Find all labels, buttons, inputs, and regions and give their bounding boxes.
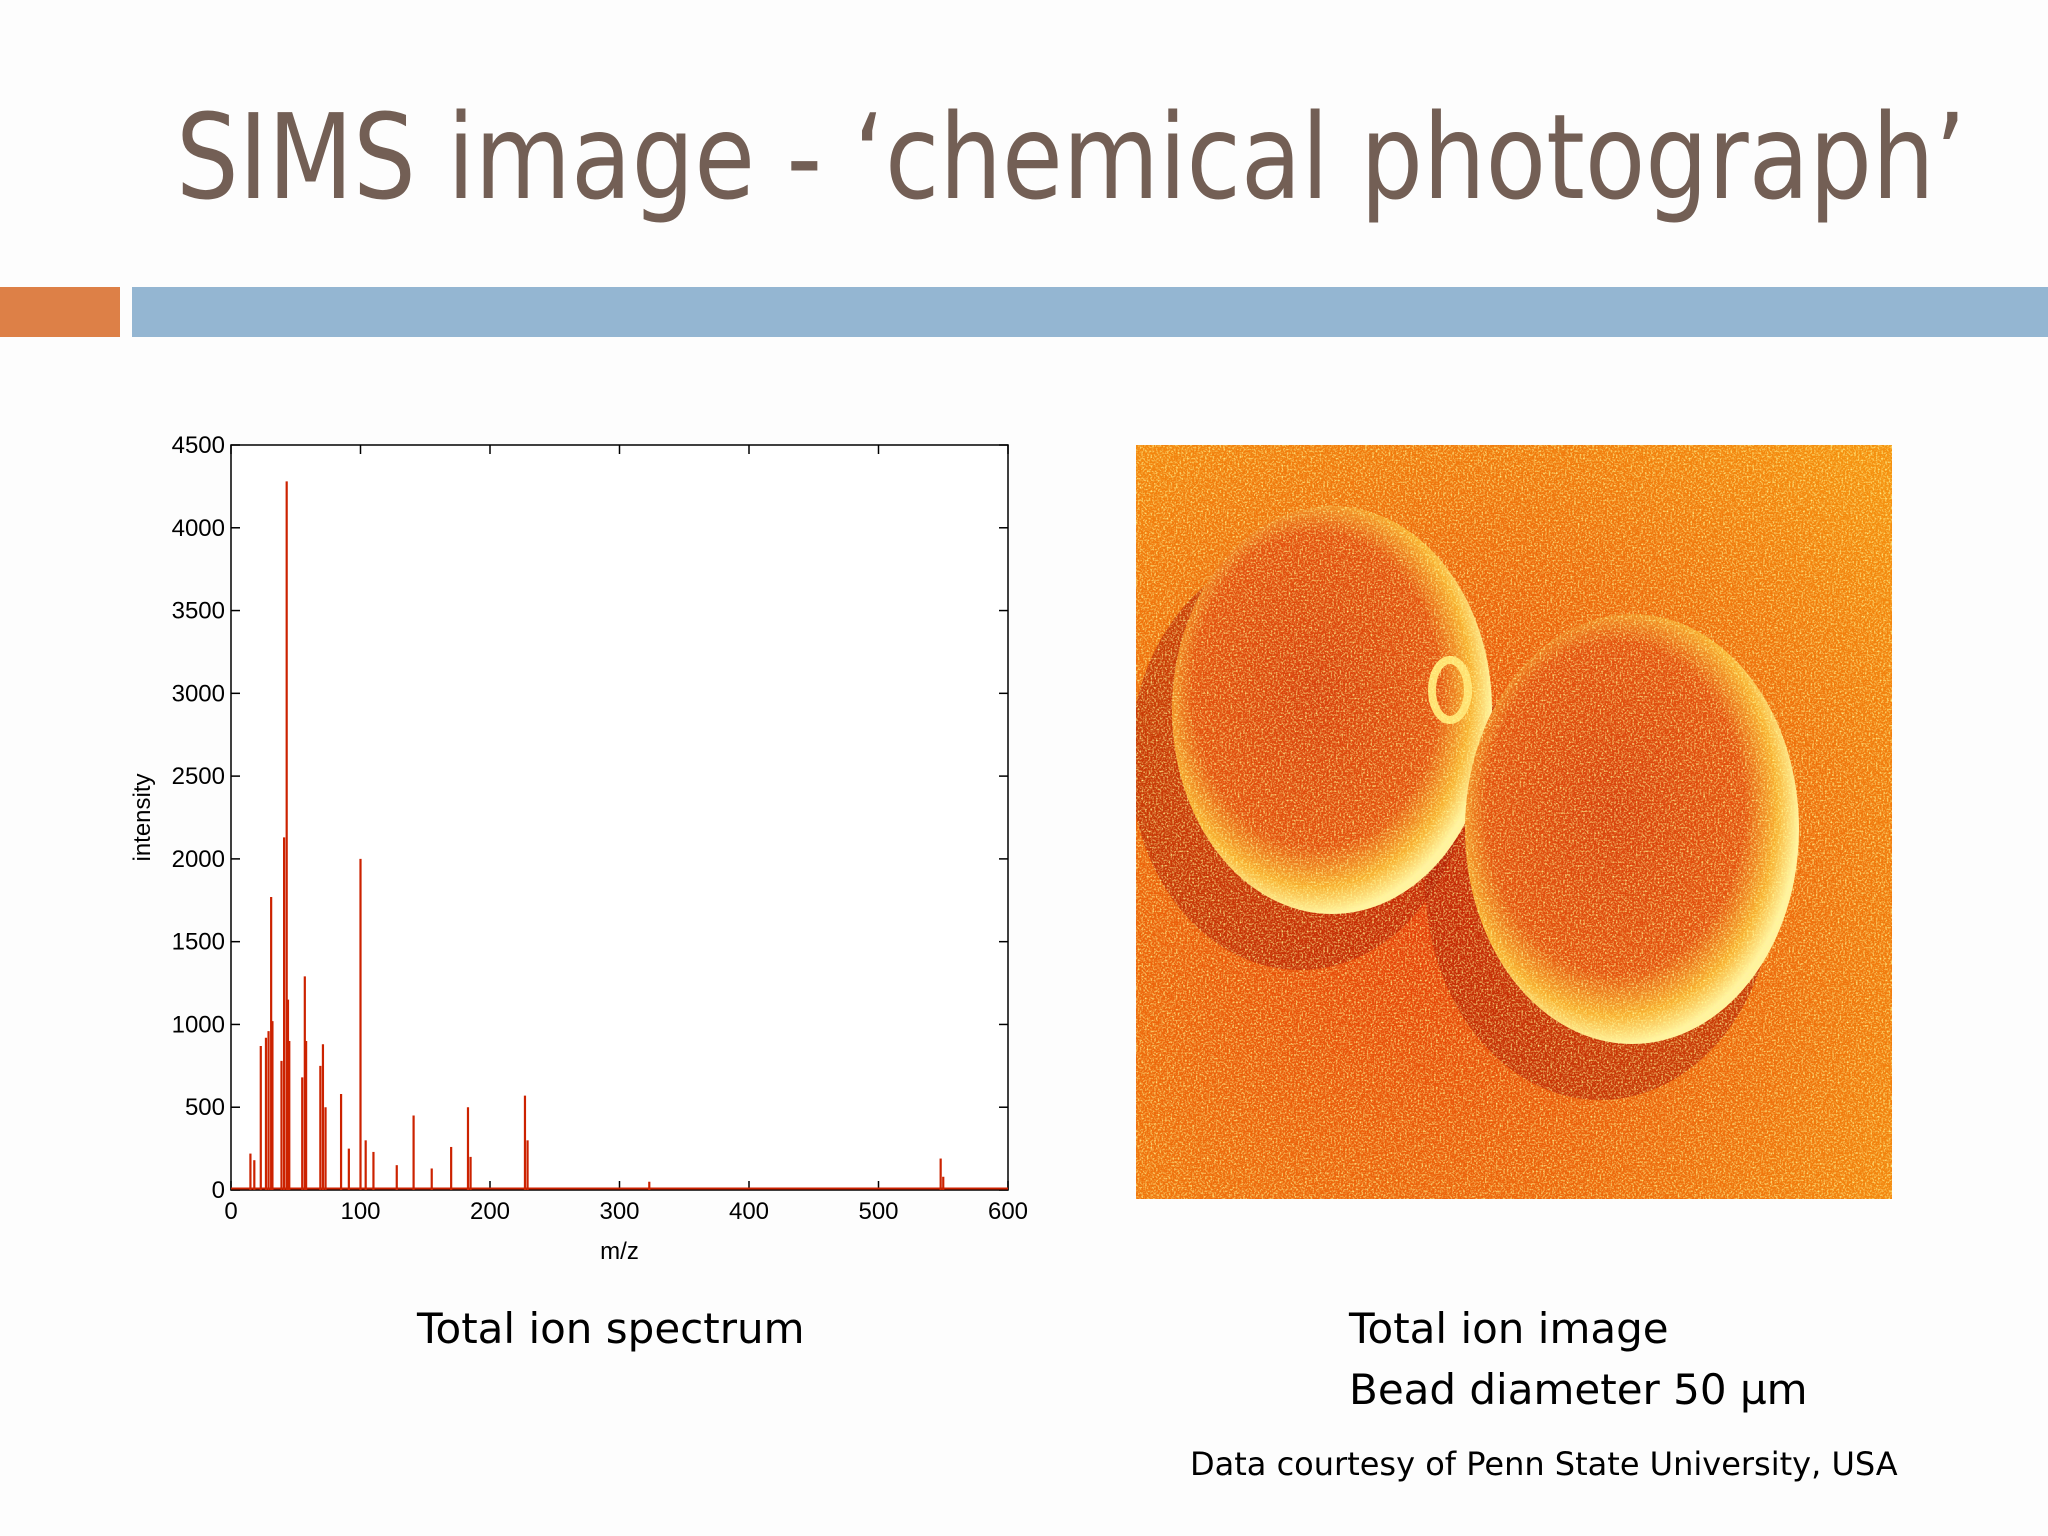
credit: Data courtesy of Penn State University, … <box>1190 1445 1898 1483</box>
y-tick-label: 500 <box>185 1094 225 1121</box>
slide-title: SIMS image - ‘chemical photograph’ <box>176 88 1966 226</box>
image-caption: Bead diameter 50 µm <box>1349 1365 1808 1414</box>
x-tick-label: 500 <box>858 1198 898 1225</box>
y-tick-label: 3500 <box>172 598 225 625</box>
header-bar <box>132 287 2048 337</box>
x-axis-label: m/z <box>600 1238 639 1265</box>
accent-bar <box>0 287 120 337</box>
x-tick-label: 0 <box>224 1198 237 1225</box>
y-tick-label: 4000 <box>172 515 225 542</box>
y-tick-label: 2000 <box>172 846 225 873</box>
x-tick-label: 400 <box>729 1198 769 1225</box>
y-tick-label: 1500 <box>172 929 225 956</box>
plot-area <box>230 444 1009 1191</box>
y-axis-label: intensity <box>129 773 156 861</box>
y-tick-label: 4500 <box>172 432 225 459</box>
y-tick-label: 0 <box>212 1177 225 1204</box>
y-tick-label: 1000 <box>172 1011 225 1038</box>
x-tick-label: 100 <box>340 1198 380 1225</box>
image-caption: Total ion image <box>1348 1304 1669 1353</box>
x-tick-label: 300 <box>599 1198 639 1225</box>
x-tick-label: 200 <box>470 1198 510 1225</box>
spectrum-caption: Total ion spectrum <box>416 1304 805 1353</box>
x-tick-label: 600 <box>988 1198 1028 1225</box>
ion-image <box>1136 445 1892 1199</box>
y-tick-label: 3000 <box>172 680 225 707</box>
y-tick-label: 2500 <box>172 763 225 790</box>
